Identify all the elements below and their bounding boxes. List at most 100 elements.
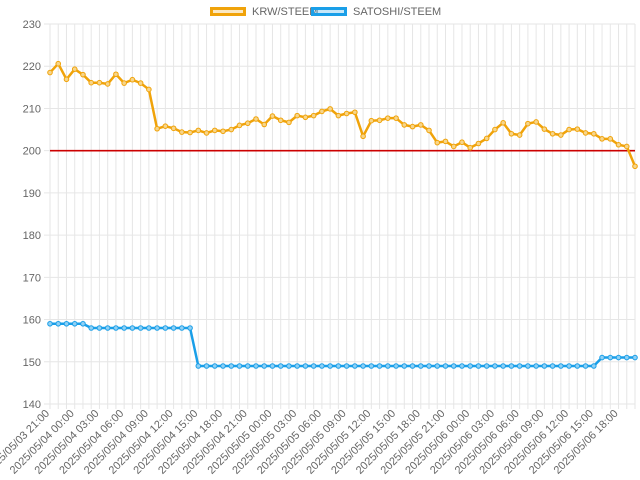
data-point-satoshi-steem [434,363,441,369]
data-point-satoshi-steem [211,363,218,369]
data-point-krw-steem [71,66,78,72]
data-point-satoshi-steem [261,363,268,369]
data-point-satoshi-steem [310,363,317,369]
data-point-satoshi-steem [104,325,111,331]
data-point-krw-steem [113,71,119,78]
data-point-satoshi-steem [88,325,94,331]
data-point-krw-steem [623,143,630,150]
data-point-satoshi-steem [508,363,515,369]
data-point-satoshi-steem [146,325,152,331]
data-point-krw-steem [467,144,474,151]
data-point-satoshi-steem [516,363,523,369]
y-tick-label: 160 [23,315,41,327]
data-point-krw-steem [368,117,375,124]
y-tick-label: 200 [23,146,41,158]
data-point-satoshi-steem [294,363,300,369]
data-point-satoshi-steem [47,320,53,327]
data-point-krw-steem [591,130,597,137]
data-point-satoshi-steem [632,354,638,361]
legend-label-krw-steem: KRW/STEEM [252,6,319,18]
data-point-satoshi-steem [343,363,350,369]
data-point-satoshi-steem [360,363,366,369]
data-point-krw-steem [261,121,268,128]
data-point-krw-steem [385,115,391,121]
data-point-satoshi-steem [582,363,589,369]
data-point-satoshi-steem [228,363,235,369]
data-point-krw-steem [607,136,614,142]
data-point-krw-steem [393,115,399,121]
data-point-satoshi-steem [162,325,169,331]
y-axis: 140 150 160 170 180 190 200 210 220 230 [23,19,41,411]
data-point-krw-steem [277,117,284,124]
data-point-krw-steem [55,60,62,67]
data-point-satoshi-steem [541,363,548,369]
data-point-satoshi-steem [286,363,292,369]
y-tick-label: 190 [23,188,41,200]
data-point-krw-steem [533,119,539,125]
data-point-satoshi-steem [113,325,119,331]
data-point-satoshi-steem [591,363,597,369]
data-point-satoshi-steem [55,320,62,327]
chart-grid [44,23,636,409]
y-tick-label: 180 [23,230,41,242]
data-point-satoshi-steem [525,363,531,369]
data-point-satoshi-steem [335,363,342,369]
data-point-krw-steem [88,79,94,86]
data-point-krw-steem [442,138,449,145]
data-point-krw-steem [558,132,564,138]
data-point-satoshi-steem [376,363,383,369]
data-point-krw-steem [500,120,506,126]
series-line-satoshi-steem [50,322,635,368]
data-point-krw-steem [137,80,144,86]
data-point-krw-steem [492,126,498,133]
y-tick-label: 230 [23,19,41,31]
chart-legend: KRW/STEEM SATOSHI/STEEM [0,4,640,22]
data-point-krw-steem [343,110,350,117]
data-point-krw-steem [599,136,605,142]
data-point-krw-steem [253,116,259,122]
data-point-krw-steem [574,126,581,132]
data-point-krw-steem [483,135,490,142]
data-point-krw-steem [434,139,441,146]
legend-label-satoshi-steem: SATOSHI/STEEM [353,6,442,18]
data-point-satoshi-steem [417,363,424,369]
data-point-krw-steem [236,122,243,129]
y-tick-label: 150 [23,357,41,369]
data-point-satoshi-steem [195,363,202,369]
data-point-satoshi-steem [442,363,449,369]
data-point-satoshi-steem [203,363,210,369]
data-point-satoshi-steem [302,363,309,369]
data-point-satoshi-steem [393,363,399,369]
data-point-satoshi-steem [121,325,127,331]
data-point-krw-steem [516,132,523,138]
data-point-krw-steem [426,127,432,134]
data-point-krw-steem [541,126,548,132]
data-point-krw-steem [335,112,342,119]
data-point-satoshi-steem [269,363,276,369]
data-point-satoshi-steem [426,363,432,369]
data-point-krw-steem [294,112,300,119]
data-point-satoshi-steem [129,325,136,331]
y-tick-label: 140 [23,399,41,411]
data-point-satoshi-steem [467,363,474,369]
data-point-krw-steem [179,129,185,135]
data-point-krw-steem [417,122,424,128]
data-point-satoshi-steem [385,363,391,369]
data-point-krw-steem [129,76,136,83]
data-point-krw-steem [154,125,160,132]
data-point-satoshi-steem [533,363,539,369]
data-point-krw-steem [582,130,589,136]
data-point-krw-steem [302,114,309,121]
data-point-krw-steem [450,143,457,150]
y-tick-label: 210 [23,103,41,115]
data-point-krw-steem [376,117,383,124]
data-point-krw-steem [47,69,53,76]
data-point-satoshi-steem [236,363,243,369]
data-point-satoshi-steem [137,325,144,331]
legend-swatch-satoshi-steem [311,7,347,16]
legend-swatch-krw-steem [210,7,246,16]
data-point-satoshi-steem [607,354,614,361]
data-point-krw-steem [525,120,531,127]
data-point-krw-steem [615,141,622,148]
